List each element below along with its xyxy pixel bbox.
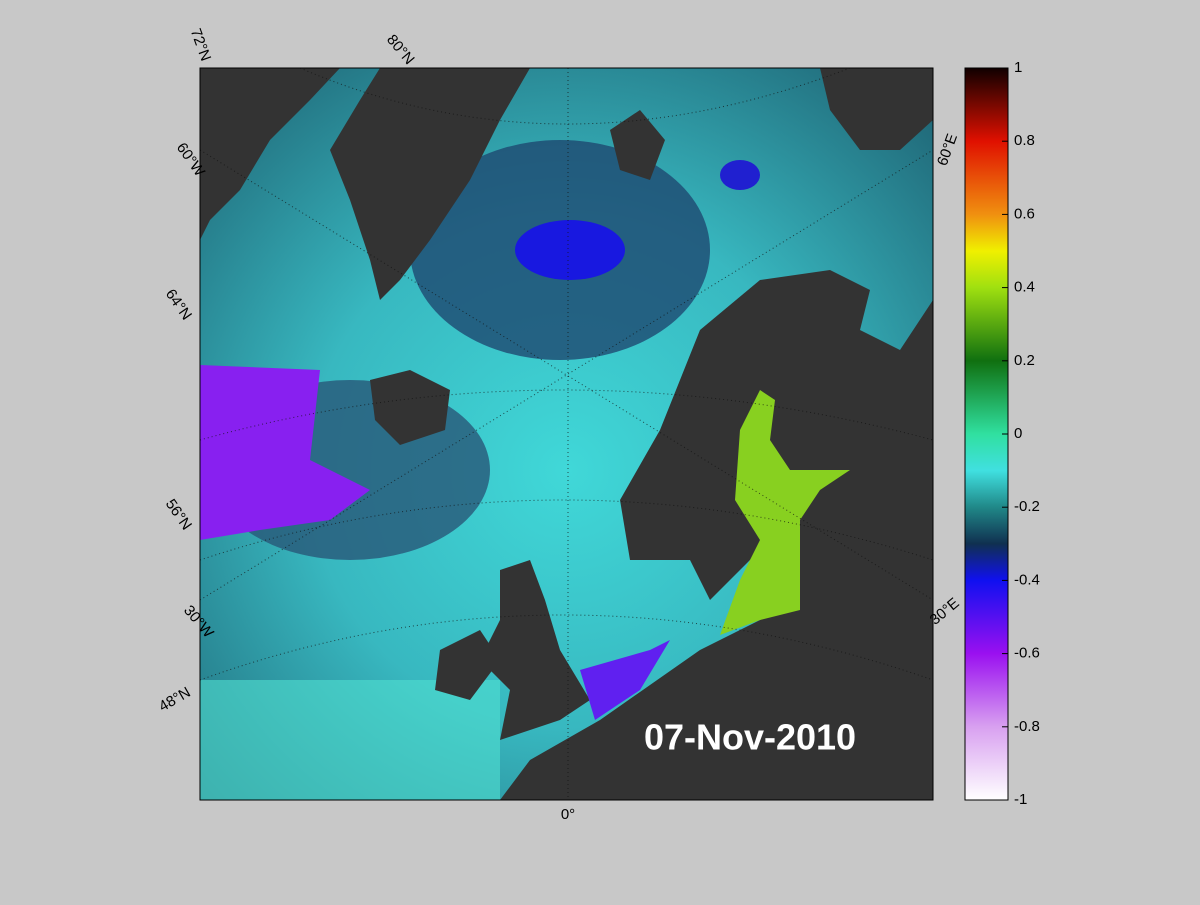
colorbar-tick-label: 0.2 [1014,352,1035,369]
graticule-label: 64°N [162,286,195,323]
colorbar-tick-label: 0.4 [1014,279,1035,296]
graticule-label: 56°N [162,496,195,533]
colorbar-tick-label: 0.8 [1014,132,1035,149]
colorbar-tick-label: 0.6 [1014,205,1035,222]
graticule-label: 0° [561,806,575,823]
colorbar-tick-label: -0.6 [1014,645,1040,662]
map-area [200,68,933,800]
graticule-label: 60°E [934,132,961,169]
colorbar [964,67,1009,801]
date-label: 07-Nov-2010 [644,717,856,758]
graticule-label: 80°N [383,31,418,68]
map-frame [199,67,934,801]
colorbar-tick-label: -0.8 [1014,718,1040,735]
colorbar-tick-label: 0 [1014,425,1022,442]
colorbar-tick-label: -0.4 [1014,571,1040,588]
graticule-label: 72°N [187,26,214,63]
graticule-label: 48°N [156,684,194,715]
colorbar-tick-label: -0.2 [1014,498,1040,515]
colorbar-tick-label: 1 [1014,59,1022,76]
colorbar-axis: -1 -0.8 -0.6 -0.4 -0.2 0 0.2 0.4 0.6 0.8 1 [1002,59,1040,808]
colorbar-tick-label: -1 [1014,791,1027,808]
